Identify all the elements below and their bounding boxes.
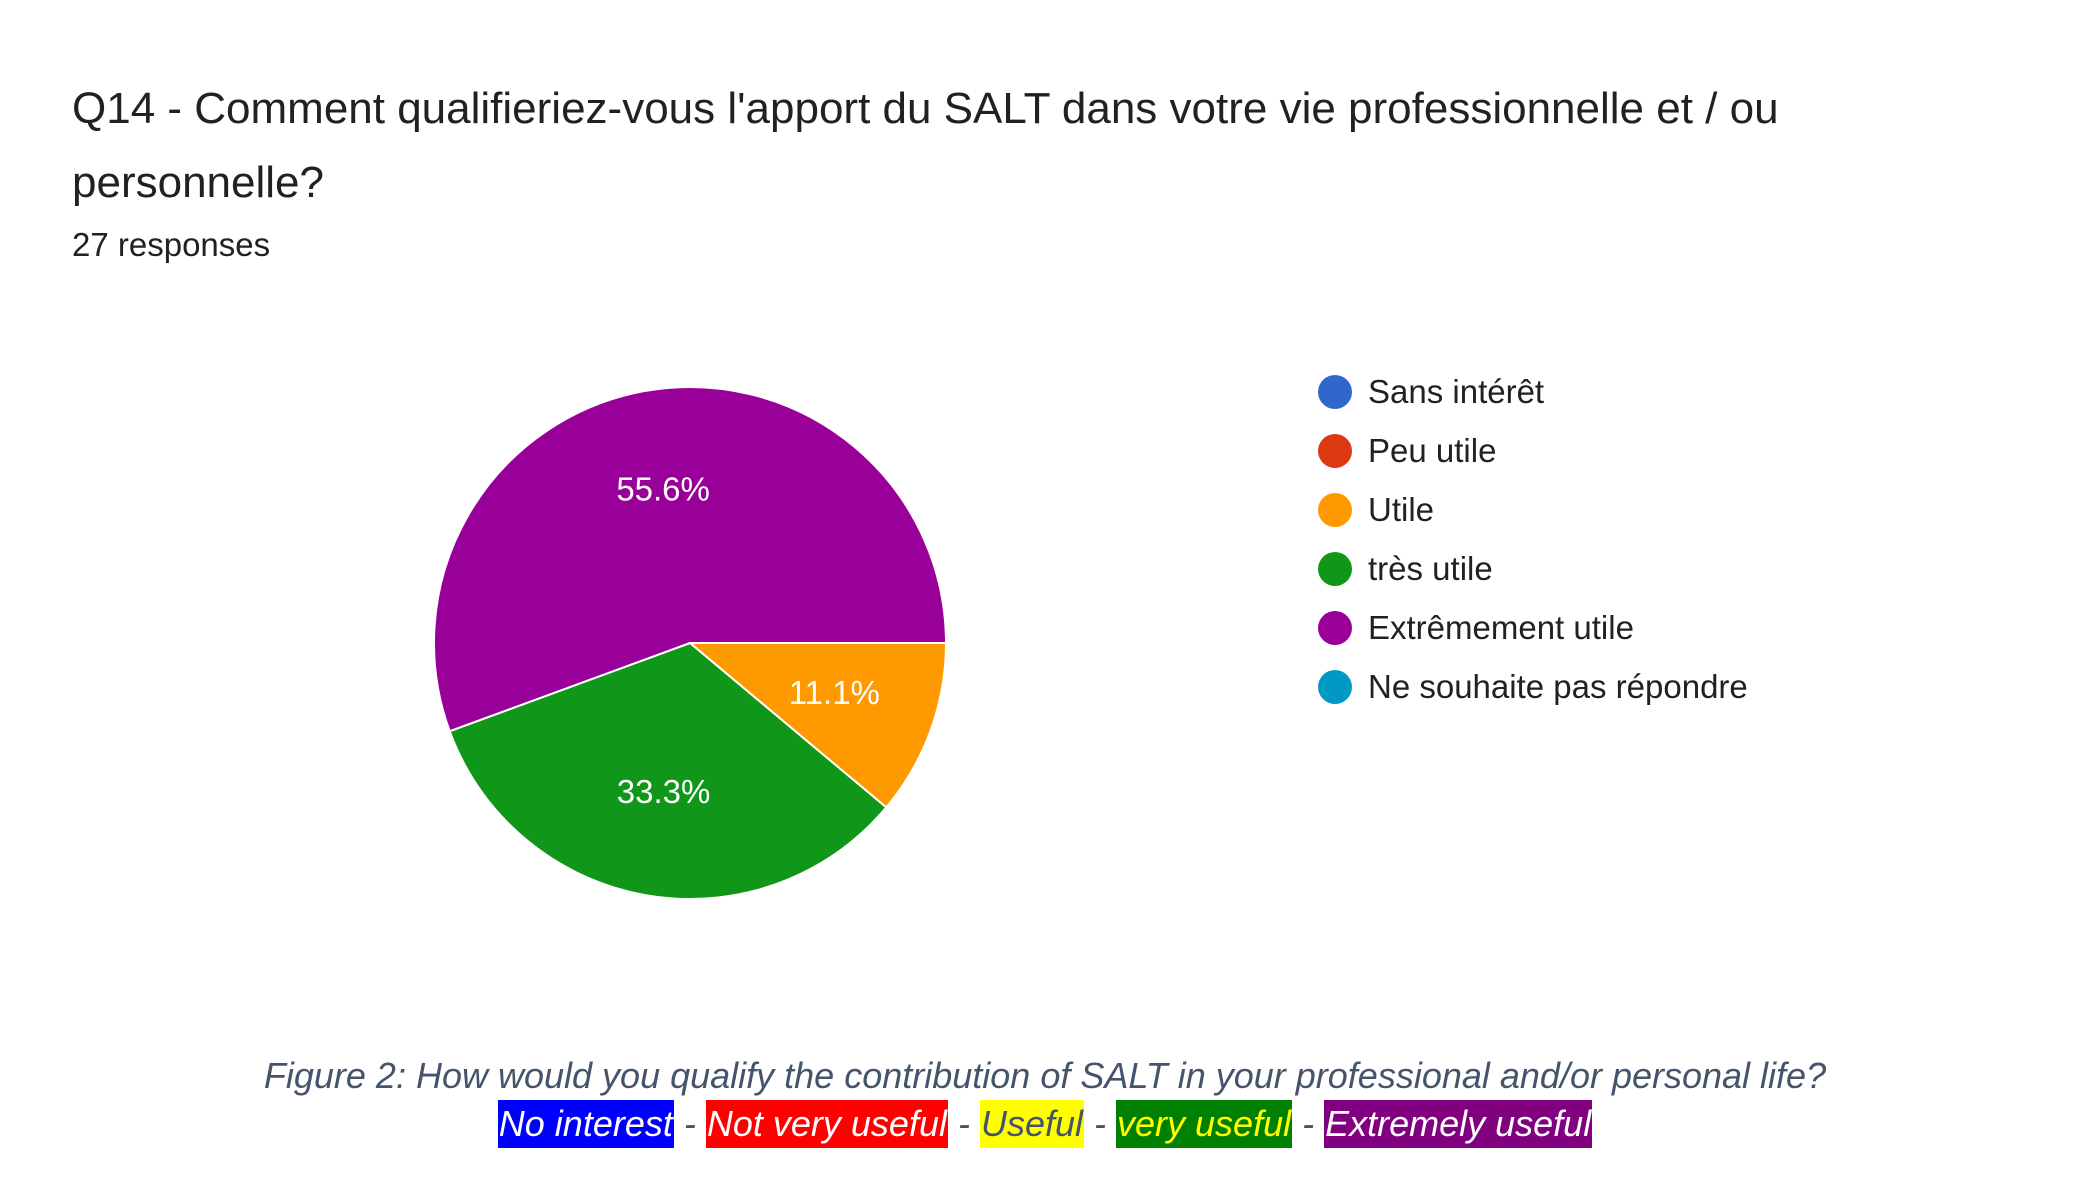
legend-swatch bbox=[1318, 669, 1352, 704]
legend-swatch bbox=[1318, 551, 1352, 586]
legend-label: Ne souhaite pas répondre bbox=[1368, 667, 1748, 705]
legend-label: Peu utile bbox=[1368, 431, 1497, 469]
pie-slice-tr-s-utile bbox=[448, 641, 888, 900]
caption-translation: Not very useful bbox=[705, 1100, 948, 1148]
pie-label: 33.3% bbox=[617, 773, 711, 810]
legend: Sans intérêt Peu utile Utile très utile Extr… bbox=[1318, 362, 1748, 716]
response-count: 27 responses bbox=[72, 226, 271, 263]
legend-item: Utile bbox=[1318, 480, 1748, 539]
pie-slice-extr-mement-utile bbox=[433, 386, 948, 733]
legend-label: Utile bbox=[1368, 490, 1435, 528]
figure-caption: Figure 2: How would you qualify the cont… bbox=[263, 1055, 1827, 1096]
caption-separator: - bbox=[1094, 1103, 1107, 1144]
legend-swatch bbox=[1318, 433, 1352, 468]
legend-label: très utile bbox=[1368, 549, 1493, 587]
pie-label: 11.1% bbox=[789, 674, 880, 711]
chart-title: Q14 - Comment qualifieriez-vous l'apport… bbox=[72, 84, 1779, 207]
legend-item: Peu utile bbox=[1318, 421, 1748, 480]
pie-label: 55.6% bbox=[616, 470, 710, 507]
caption-translation: No interest bbox=[497, 1100, 674, 1148]
pie-slice-utile bbox=[687, 642, 948, 809]
legend-swatch bbox=[1318, 610, 1352, 645]
legend-label: Sans intérêt bbox=[1368, 372, 1545, 410]
caption-translation: Extremely useful bbox=[1324, 1100, 1593, 1148]
legend-item: Extrêmement utile bbox=[1318, 598, 1748, 657]
legend-swatch bbox=[1318, 492, 1352, 527]
legend-item: Sans intérêt bbox=[1318, 362, 1748, 421]
legend-item: très utile bbox=[1318, 539, 1748, 598]
legend-swatch bbox=[1318, 374, 1352, 409]
legend-item: Ne souhaite pas répondre bbox=[1318, 657, 1748, 716]
caption-translation: Useful bbox=[979, 1100, 1085, 1148]
caption-translation: very useful bbox=[1116, 1100, 1293, 1148]
caption-separator: - bbox=[957, 1103, 970, 1144]
caption-separator: - bbox=[1302, 1103, 1315, 1144]
caption-translations: No interest - Not very useful - Useful - very … bbox=[0, 1100, 2090, 1148]
chart-card: Q14 - Comment qualifieriez-vous l'apport… bbox=[72, 84, 1779, 900]
pie-chart: 11.1% 33.3% 55.6% bbox=[433, 386, 948, 900]
caption-separator: - bbox=[683, 1103, 696, 1144]
legend-label: Extrêmement utile bbox=[1368, 608, 1634, 646]
